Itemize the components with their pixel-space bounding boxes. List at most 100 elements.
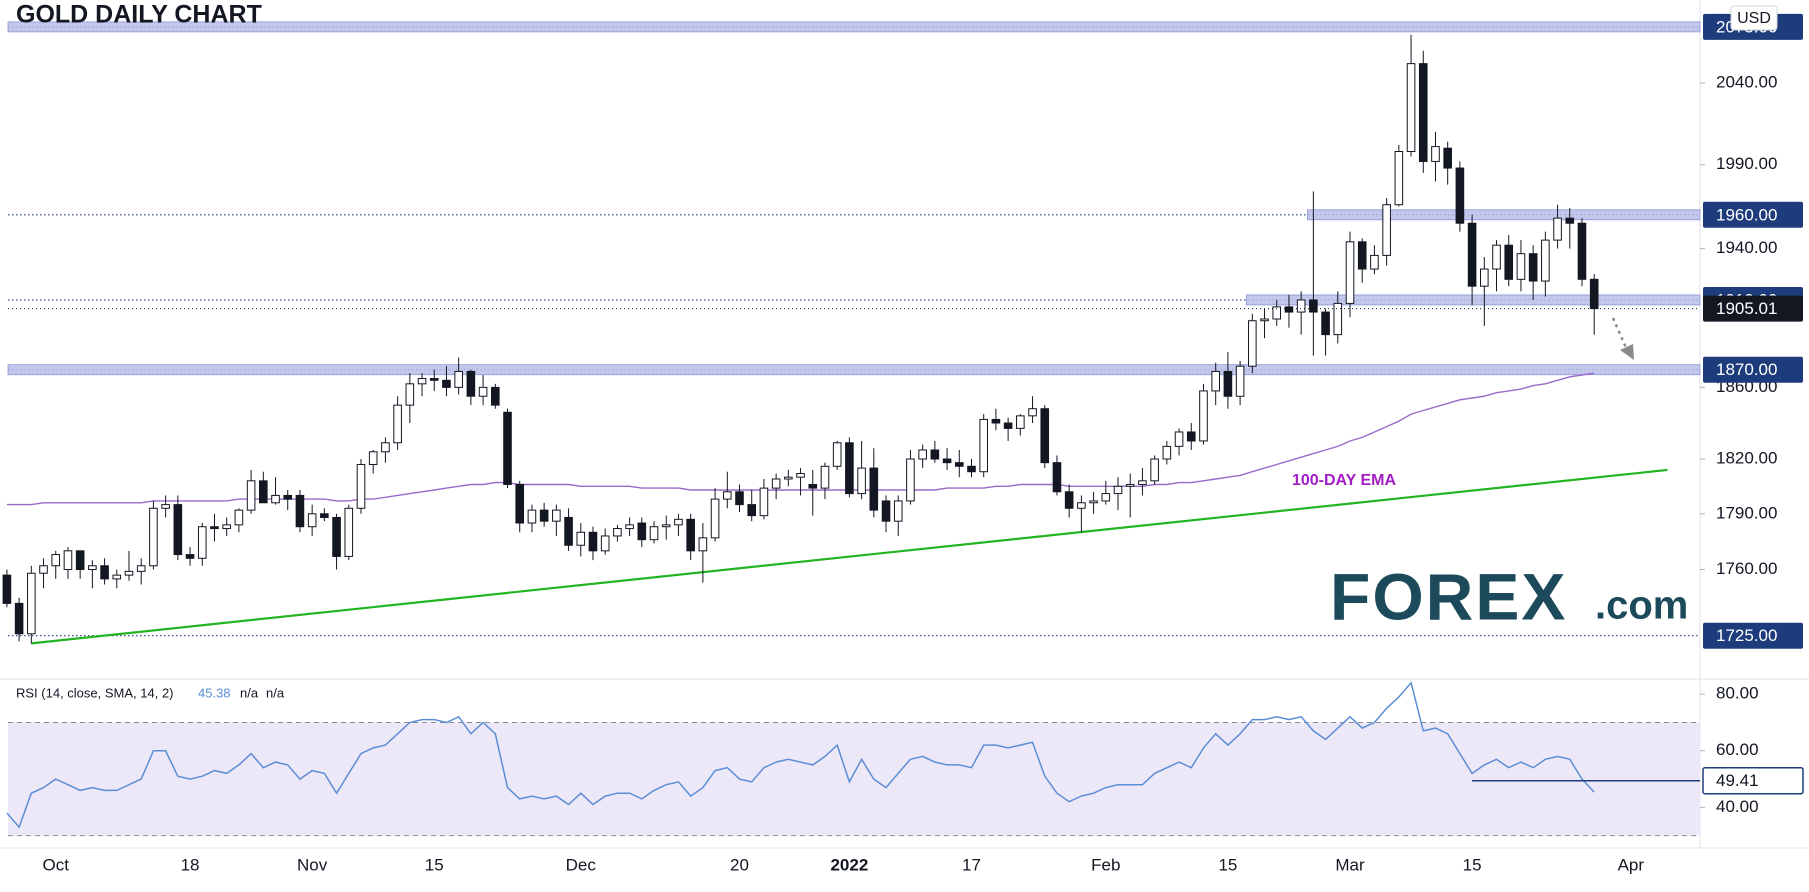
candle-body — [320, 513, 329, 518]
candle-body — [1406, 63, 1416, 153]
level-label-box — [1703, 622, 1803, 649]
candle-body — [686, 518, 695, 552]
projection-arrowhead — [1620, 344, 1634, 360]
rsi-band — [8, 722, 1700, 836]
candle-body — [1260, 318, 1269, 322]
currency-box — [1730, 5, 1778, 31]
candle-body — [1370, 254, 1379, 270]
y-tick-label: 60.00 — [1716, 740, 1759, 759]
level-label: 1870.00 — [1716, 360, 1777, 379]
candle-body — [222, 524, 231, 530]
candle-body — [442, 379, 451, 388]
candle-body — [1504, 244, 1514, 280]
rsi-level-label: 49.41 — [1716, 771, 1759, 790]
y-tick-label: 2040.00 — [1716, 72, 1777, 91]
candle-body — [1150, 458, 1159, 482]
level-label-box — [1703, 201, 1803, 228]
last-price-box — [1703, 295, 1803, 322]
candle-body — [1089, 500, 1098, 504]
candle-body — [1199, 390, 1208, 442]
candle-body — [405, 383, 415, 406]
candle-body — [784, 476, 793, 480]
level-label: 1960.00 — [1716, 205, 1777, 224]
x-tick-label: 15 — [1463, 855, 1482, 874]
candle-body — [1052, 462, 1062, 493]
candle-body — [954, 462, 964, 467]
rsi-line — [6, 681, 1595, 829]
candle-body — [832, 442, 842, 467]
candle-body — [1309, 299, 1318, 313]
last-price-label: 1905.01 — [1716, 299, 1777, 318]
candle-body — [1418, 63, 1428, 162]
candle-body — [759, 487, 769, 517]
y-tick-label: 1990.00 — [1716, 154, 1777, 173]
candle-body — [539, 509, 549, 522]
level-label: 1725.00 — [1716, 626, 1777, 645]
candle-body — [307, 513, 317, 528]
trendline — [31, 468, 1668, 645]
candle-body — [1333, 302, 1343, 336]
y-tick-label: 40.00 — [1716, 797, 1759, 816]
candle-body — [417, 378, 427, 385]
candle-body — [173, 504, 183, 556]
candle-body — [63, 550, 73, 571]
x-tick-label: 18 — [181, 855, 200, 874]
y-tick-label: 1820.00 — [1716, 449, 1777, 468]
candle-body — [1345, 241, 1355, 304]
level-band — [7, 21, 1701, 33]
level-band — [7, 364, 1701, 376]
candle-body — [1223, 370, 1233, 397]
candle-body — [967, 465, 976, 473]
candle-body — [1321, 311, 1330, 336]
candle-body — [1284, 306, 1294, 313]
candle-body — [1138, 480, 1147, 485]
candle-body — [1480, 268, 1489, 287]
candle-body — [1040, 408, 1050, 464]
candle-body — [478, 386, 488, 397]
x-tick-label: Apr — [1618, 855, 1645, 874]
candle-body — [1235, 365, 1245, 397]
candle-body — [124, 570, 134, 576]
candle-body — [393, 404, 402, 444]
foreground-layer: Oct18Nov15Dec20202217Feb15Mar15Apr2075.0… — [8, 5, 1804, 874]
x-tick-label: 20 — [730, 855, 749, 874]
level-band — [1306, 209, 1701, 221]
candle-body — [1541, 239, 1550, 282]
candle-body — [1516, 253, 1526, 280]
candle-body — [1248, 320, 1257, 367]
candle-body — [735, 491, 744, 506]
candle-body — [722, 491, 732, 500]
candle-body — [259, 480, 268, 504]
candle-body — [942, 458, 952, 464]
candle-body — [1553, 217, 1562, 241]
candle-body — [39, 565, 48, 574]
candle-body — [1003, 422, 1013, 429]
rsi-extra: n/a — [240, 685, 259, 700]
rsi-title: RSI (14, close, SMA, 14, 2) — [16, 685, 174, 700]
candle-body — [1211, 370, 1220, 392]
candle-body — [100, 565, 109, 580]
candle-body — [2, 574, 12, 604]
candle-body — [1455, 167, 1465, 224]
candle-body — [88, 565, 97, 571]
candle-body — [112, 574, 122, 580]
candle-body — [454, 370, 463, 388]
candle-body — [246, 480, 256, 511]
candle-body — [1394, 151, 1404, 206]
candle-body — [161, 504, 170, 509]
candle-body — [136, 565, 146, 572]
candle-body — [368, 451, 378, 465]
candle-body — [576, 531, 586, 546]
candle-body — [906, 458, 915, 502]
candle-body — [1101, 493, 1111, 502]
candle-body — [1528, 253, 1538, 282]
candle-body — [1382, 204, 1391, 256]
ema-label: 100-DAY EMA — [1292, 472, 1396, 489]
candle-body — [466, 370, 476, 397]
candle-body — [893, 500, 903, 522]
main-layer: 100-DAY EMA — [2, 34, 1700, 829]
candle-body — [295, 494, 305, 528]
candle-body — [845, 442, 854, 495]
candle-body — [1443, 147, 1452, 169]
